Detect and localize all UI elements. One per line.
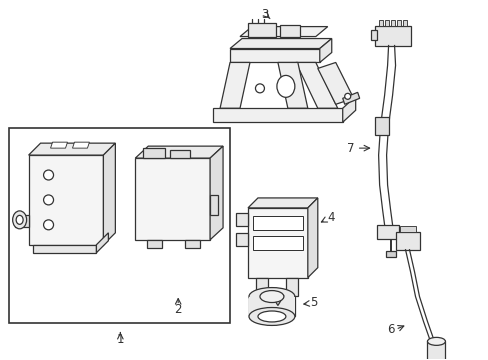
Polygon shape — [285, 278, 297, 296]
Bar — [15, 215, 29, 227]
Bar — [385, 251, 395, 257]
Polygon shape — [229, 39, 331, 49]
Ellipse shape — [43, 170, 53, 180]
Text: 2: 2 — [174, 303, 182, 316]
Polygon shape — [29, 143, 115, 155]
Bar — [29, 155, 103, 245]
Text: 6: 6 — [386, 323, 394, 336]
Polygon shape — [255, 278, 267, 296]
Bar — [384, 20, 388, 26]
Bar — [370, 30, 376, 40]
Polygon shape — [50, 142, 67, 148]
Ellipse shape — [248, 288, 294, 306]
Polygon shape — [96, 233, 108, 253]
Polygon shape — [277, 62, 307, 108]
Bar — [374, 26, 410, 45]
Polygon shape — [271, 296, 284, 306]
Text: 4: 4 — [327, 211, 335, 224]
Polygon shape — [307, 198, 317, 278]
Text: 5: 5 — [309, 296, 317, 309]
Bar — [185, 240, 200, 248]
Bar — [252, 216, 302, 230]
Polygon shape — [72, 142, 89, 148]
Text: 1: 1 — [116, 333, 124, 346]
Ellipse shape — [248, 307, 294, 325]
Ellipse shape — [427, 337, 445, 345]
Ellipse shape — [43, 195, 53, 205]
Polygon shape — [229, 49, 319, 62]
Bar — [395, 232, 419, 250]
Bar — [252, 236, 302, 250]
Bar — [399, 226, 415, 232]
Bar — [147, 240, 162, 248]
Bar — [396, 20, 400, 26]
Polygon shape — [279, 24, 299, 37]
Polygon shape — [342, 92, 359, 104]
Ellipse shape — [43, 220, 53, 230]
Polygon shape — [247, 23, 275, 37]
Bar — [9, 128, 229, 323]
Text: 7: 7 — [346, 141, 354, 155]
Polygon shape — [295, 62, 337, 108]
Polygon shape — [210, 146, 223, 240]
Bar — [135, 158, 210, 240]
Bar — [378, 20, 382, 26]
Polygon shape — [247, 198, 317, 208]
Polygon shape — [213, 108, 342, 122]
Polygon shape — [319, 39, 331, 62]
Polygon shape — [143, 148, 165, 158]
Polygon shape — [236, 213, 247, 226]
Bar — [248, 297, 294, 316]
Bar — [376, 225, 398, 239]
Polygon shape — [247, 208, 307, 278]
Text: 3: 3 — [261, 8, 268, 21]
Ellipse shape — [13, 211, 26, 229]
Polygon shape — [317, 62, 353, 104]
Ellipse shape — [260, 291, 284, 302]
Ellipse shape — [276, 75, 294, 97]
Bar — [210, 195, 218, 215]
Bar — [390, 20, 394, 26]
Polygon shape — [240, 27, 327, 37]
Polygon shape — [220, 62, 249, 108]
Bar — [427, 341, 445, 360]
Polygon shape — [236, 233, 247, 246]
Polygon shape — [342, 96, 355, 122]
Polygon shape — [33, 245, 96, 253]
Ellipse shape — [16, 215, 23, 224]
Polygon shape — [170, 150, 190, 158]
Polygon shape — [103, 143, 115, 245]
Polygon shape — [135, 146, 223, 158]
Ellipse shape — [255, 84, 264, 93]
Ellipse shape — [258, 311, 285, 322]
Bar — [402, 20, 406, 26]
Ellipse shape — [344, 93, 350, 99]
Bar — [374, 117, 388, 135]
